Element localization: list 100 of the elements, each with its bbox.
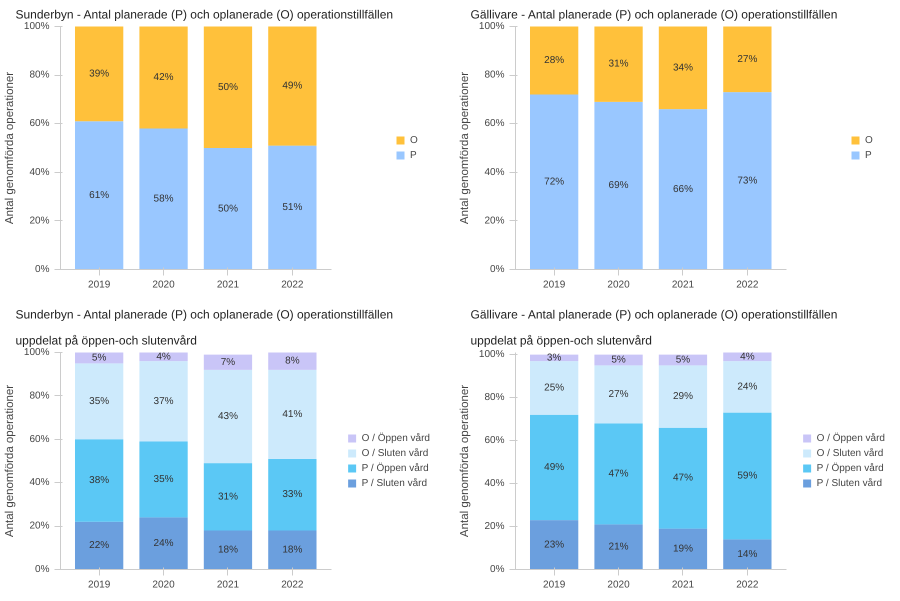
data-label: 28% [544,55,564,66]
bar [594,365,643,424]
data-label: 14% [737,548,758,560]
legend-label: O / Öppen vård [816,432,885,444]
bar [268,26,317,146]
x-tick-label: 2019 [88,280,111,290]
y-axis-title: Antal genomförda operationer [458,72,471,224]
bar [139,517,188,570]
bar [530,26,578,95]
x-tick-label: 2022 [736,580,759,590]
data-label: 35% [154,474,174,485]
data-label: 39% [89,68,110,80]
x-tick-label: 2022 [281,280,304,290]
chart-subtitle: uppdelat på öppen-och slutenvård [16,334,197,348]
data-label: 27% [737,54,758,65]
data-label: 47% [608,468,629,480]
legend-label: P / Öppen vård [816,462,884,474]
x-tick-label: 2022 [281,580,304,590]
data-label: 22% [89,540,110,552]
legend-label: P [865,150,873,160]
chart-title: Gällivare - Antal planerade (P) och oplanerade (O) operationstillfällen [470,308,838,322]
data-label: 4% [740,351,755,362]
data-label: 24% [154,538,174,549]
data-label: 49% [282,80,302,92]
bar [204,463,252,530]
y-tick-label: 20% [29,215,50,226]
bar [530,414,578,520]
data-label: 37% [154,396,174,407]
data-label: 4% [156,351,171,362]
bar [723,539,772,570]
bar [139,441,188,518]
x-tick-label: 2020 [607,580,630,590]
data-label: 47% [672,472,694,484]
bar [74,121,124,270]
data-label: 41% [282,408,302,420]
bar [658,365,708,428]
bar [658,26,708,110]
x-tick-label: 2021 [216,280,240,290]
bar [658,109,708,270]
data-label: 61% [89,190,110,201]
legend-label: P [410,150,418,160]
y-tick-label: 40% [484,478,505,490]
bar [74,522,124,570]
y-tick-label: 100% [478,21,505,32]
y-tick-label: 20% [29,520,50,532]
bar [268,146,317,270]
x-tick-label: 2019 [543,280,566,290]
data-label: 29% [672,391,694,402]
bar [594,102,643,270]
data-label: 43% [218,411,238,422]
y-tick-label: 80% [484,70,505,81]
legend-label: O / Sluten vård [362,448,428,458]
bar [723,26,772,92]
data-label: 50% [218,203,238,214]
legend-label: O / Sluten vård [816,448,884,458]
data-label: 31% [218,491,238,502]
data-label: 38% [89,475,110,486]
y-tick-label: 100% [24,347,50,358]
data-label: 24% [737,381,758,392]
y-tick-label: 40% [29,166,50,178]
y-tick-label: 60% [484,118,505,130]
bar [204,148,252,270]
data-label: 42% [154,72,174,84]
data-label: 23% [544,539,564,550]
y-tick-label: 80% [29,70,50,81]
y-tick-label: 0% [35,264,50,275]
bar [268,530,317,570]
bar [139,26,188,129]
data-label: 66% [672,184,694,195]
y-tick-label: 60% [484,435,505,446]
chart-title: Sunderbyn - Antal planerade (P) och oplanerade (O) operationstillfällen [16,308,394,322]
bar [723,361,772,413]
bar [74,352,124,364]
data-label: 51% [282,202,302,214]
y-tick-label: 100% [24,21,50,32]
bar [530,520,578,570]
legend-label: P / Sluten vård [362,478,428,488]
bar [74,363,124,440]
chart-subtitle: uppdelat på öppen-och slutenvård [470,334,652,348]
data-label: 35% [89,396,110,407]
bar [658,428,708,529]
data-label: 49% [544,462,564,473]
y-tick-label: 0% [490,564,505,575]
data-label: 8% [285,356,300,367]
legend-label: P / Öppen vård [362,462,429,474]
y-tick-label: 0% [490,264,505,275]
bar [74,26,124,122]
x-tick-label: 2021 [216,580,240,590]
y-axis-title: Antal genomförda operationer [458,384,471,538]
y-tick-label: 80% [484,392,505,404]
bar [268,370,317,459]
y-tick-label: 20% [484,215,505,226]
data-label: 25% [544,382,564,394]
x-tick-label: 2022 [736,280,759,290]
legend-label: O [865,134,874,146]
data-label: 5% [676,354,690,366]
bar [594,26,643,102]
bar [204,26,252,148]
y-tick-label: 60% [29,118,50,130]
bar [204,370,252,464]
